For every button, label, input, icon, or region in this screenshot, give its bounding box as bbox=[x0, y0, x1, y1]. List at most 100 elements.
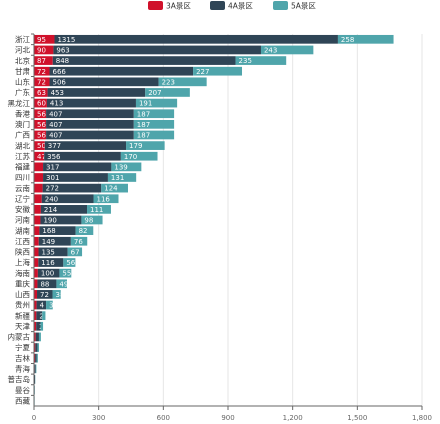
bar-value-label: 317 bbox=[46, 163, 59, 171]
bar-value-label: 407 bbox=[49, 132, 62, 140]
bar-2 bbox=[49, 66, 194, 76]
bar-2 bbox=[35, 343, 38, 352]
bar-3 bbox=[87, 205, 111, 214]
bar-value-label: 67 bbox=[71, 248, 80, 256]
bar-3 bbox=[235, 56, 287, 65]
bar-2 bbox=[41, 194, 94, 204]
x-tick-label: 1,800 bbox=[412, 414, 432, 422]
bar-value-label: 56 bbox=[66, 259, 75, 267]
bar-1 bbox=[34, 205, 41, 214]
bar-value-label: 63 bbox=[37, 89, 46, 97]
bar-1 bbox=[34, 162, 44, 172]
bar-value-label: 356 bbox=[47, 153, 61, 161]
bar-1 bbox=[34, 66, 50, 76]
bar-value-label: 377 bbox=[48, 142, 61, 150]
bar-2 bbox=[40, 205, 88, 214]
bar-2 bbox=[46, 109, 134, 119]
bar-2 bbox=[39, 226, 76, 235]
category-label: 湖北 bbox=[15, 141, 30, 150]
category-label: 曼谷 bbox=[15, 386, 30, 395]
category-label: 广西 bbox=[15, 130, 30, 140]
bar-value-label: 4 bbox=[40, 302, 45, 310]
category-label: 西藏 bbox=[15, 395, 30, 405]
bar-3 bbox=[70, 236, 88, 246]
category-label: 河北 bbox=[15, 46, 30, 55]
bar-value-label: 116 bbox=[96, 195, 110, 203]
bar-value-label: 170 bbox=[124, 153, 137, 161]
bar-value-label: 407 bbox=[49, 110, 62, 118]
bar-3 bbox=[37, 343, 39, 352]
bar-3 bbox=[63, 258, 76, 267]
bar-value-label: 49 bbox=[59, 280, 68, 288]
bar-2 bbox=[38, 258, 64, 267]
category-label: 云南 bbox=[15, 183, 30, 193]
bar-value-label: 60 bbox=[37, 100, 46, 108]
bar-2 bbox=[37, 279, 57, 289]
category-label: 山东 bbox=[15, 77, 30, 87]
bar-3 bbox=[107, 173, 137, 182]
bar-value-label: 243 bbox=[264, 47, 277, 55]
bar-value-label: 124 bbox=[104, 185, 118, 193]
chart-legend: 3A景区 4A景区 5A景区 bbox=[148, 1, 316, 11]
bar-1 bbox=[34, 77, 50, 87]
bar-2 bbox=[37, 268, 60, 278]
bar-1 bbox=[34, 151, 45, 161]
bar-1 bbox=[34, 119, 47, 129]
category-label: 河南 bbox=[15, 215, 30, 225]
bar-3 bbox=[101, 183, 128, 193]
bar-value-label: 187 bbox=[137, 110, 150, 118]
bar-3 bbox=[337, 34, 394, 44]
bar-value-label: 100 bbox=[41, 270, 54, 278]
bar-value-label: 56 bbox=[37, 110, 46, 118]
bar-value-label: 131 bbox=[111, 174, 124, 182]
bar-2 bbox=[47, 88, 146, 97]
bar-3 bbox=[133, 109, 175, 119]
bar-1 bbox=[34, 109, 47, 119]
category-label: 安徽 bbox=[15, 204, 30, 214]
bar-value-label: 1315 bbox=[57, 36, 75, 44]
bar-value-label: 139 bbox=[114, 163, 127, 171]
bar-3 bbox=[133, 130, 175, 140]
bar-1 bbox=[34, 183, 43, 193]
bar-1 bbox=[34, 215, 41, 225]
bar-1 bbox=[34, 353, 36, 363]
bar-value-label: 56 bbox=[37, 132, 46, 140]
bar-2 bbox=[49, 77, 159, 87]
category-label: 陕西 bbox=[15, 247, 30, 257]
bar-value-label: 82 bbox=[79, 227, 88, 235]
x-tick-label: 300 bbox=[92, 414, 105, 422]
category-label: 新疆 bbox=[15, 310, 30, 320]
category-label: 江西 bbox=[15, 237, 30, 246]
bar-3 bbox=[120, 151, 158, 161]
category-label: 浙江 bbox=[15, 34, 30, 44]
category-label: 北京 bbox=[15, 55, 30, 65]
category-label: 内蒙古 bbox=[8, 332, 31, 342]
bar-2 bbox=[37, 290, 53, 299]
bar-value-label: 87 bbox=[37, 57, 46, 65]
bar-3 bbox=[93, 194, 119, 204]
category-label: 海南 bbox=[15, 268, 30, 278]
category-label: 宁夏 bbox=[15, 342, 30, 352]
legend-label-3: 5A景区 bbox=[291, 2, 316, 11]
bar-2 bbox=[44, 141, 127, 150]
bar-3 bbox=[75, 226, 94, 235]
bar-value-label: 272 bbox=[46, 185, 59, 193]
bar-3 bbox=[145, 88, 190, 97]
bar-value-label: 179 bbox=[129, 142, 142, 150]
bar-1 bbox=[34, 45, 54, 55]
category-label: 吉林 bbox=[15, 353, 30, 363]
bar-2 bbox=[38, 236, 71, 246]
bar-value-label: 88 bbox=[40, 280, 49, 288]
x-tick-label: 1,500 bbox=[347, 414, 367, 422]
bar-value-label: 31 bbox=[49, 302, 58, 310]
bar-3 bbox=[111, 162, 142, 172]
bar-value-label: 506 bbox=[53, 78, 67, 86]
bar-value-label: 301 bbox=[46, 174, 59, 182]
bar-2 bbox=[34, 364, 36, 374]
bar-3 bbox=[56, 279, 67, 289]
category-label: 黑龙江 bbox=[8, 98, 31, 108]
category-label: 天津 bbox=[15, 322, 30, 331]
bar-1 bbox=[34, 141, 45, 150]
legend-swatch-3 bbox=[273, 1, 288, 10]
bar-3 bbox=[38, 332, 41, 342]
